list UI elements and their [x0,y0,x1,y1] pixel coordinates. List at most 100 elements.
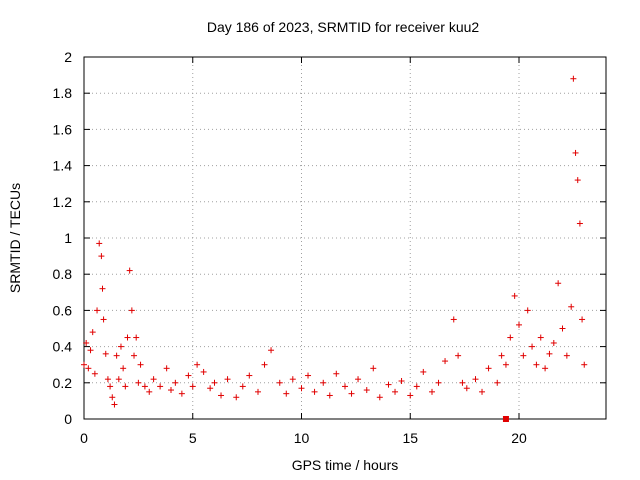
data-point [81,361,87,368]
data-point [529,343,536,350]
data-point [320,379,327,386]
data-point [150,376,157,383]
data-point [168,387,174,394]
data-point [224,376,231,383]
data-point [568,303,575,310]
data-point [89,329,96,336]
x-tick-label: 20 [511,430,527,446]
data-point [261,361,268,368]
data-point [99,285,106,292]
data-point [574,177,581,184]
data-point [485,365,492,372]
data-point [172,379,179,386]
data-point [355,376,362,383]
data-point [502,361,509,368]
y-tick-label: 1.8 [53,85,73,101]
data-point [326,392,333,399]
data-point [120,365,127,372]
data-point [333,370,340,377]
data-point [305,372,312,379]
data-point [109,394,116,401]
data-point [133,334,140,341]
y-tick-label: 0.4 [53,339,73,355]
data-point [126,267,133,274]
data-point [100,316,107,323]
data-point [113,352,120,359]
data-point [194,361,201,368]
data-point [559,325,566,332]
data-point [459,379,466,386]
y-tick-label: 2 [64,49,72,65]
data-point [511,292,518,299]
data-point [479,388,486,395]
data-point [189,383,196,390]
data-point [268,347,275,354]
data-point [185,372,192,379]
data-point [348,390,355,397]
data-point [137,361,144,368]
data-point [200,368,207,375]
grid-lines [84,57,606,419]
data-point [122,383,129,390]
y-axis-label: SRMTID / TECUs [7,183,23,293]
data-point [507,334,514,341]
data-point [516,321,522,328]
data-point [104,376,111,383]
y-tick-label: 1.6 [53,121,73,137]
data-point [407,392,414,399]
data-point [246,372,253,379]
data-point [87,347,94,354]
data-point [211,379,218,386]
data-point [572,149,579,156]
data-point [413,383,420,390]
data-point [581,361,588,368]
data-point [570,75,577,82]
data-point [455,352,462,359]
data-point [385,381,392,388]
y-tick-label: 1.4 [53,158,73,174]
y-tick-label: 0.8 [53,266,73,282]
data-point [131,352,138,359]
y-tick-label: 0 [64,411,72,427]
data-point [298,385,305,392]
data-point [420,368,427,375]
data-point [463,385,470,392]
chart-title: Day 186 of 2023, SRMTID for receiver kuu… [207,19,480,35]
data-point [283,390,290,397]
data-point [107,383,114,390]
data-point [85,365,92,372]
y-tick-label: 0.6 [53,302,73,318]
data-point [555,280,562,287]
data-point [472,376,479,383]
data-point [128,307,135,314]
data-point [157,383,164,390]
data-point [524,307,531,314]
data-point [276,379,283,386]
data-point [550,339,557,346]
data-point [124,334,131,341]
y-tick-label: 1 [64,230,72,246]
x-axis: 0 5 10 15 20 [80,57,527,446]
y-tick-label: 1.2 [53,194,73,210]
data-point [546,350,553,357]
data-point [576,220,583,227]
annotations [502,416,509,422]
x-axis-label: GPS time / hours [292,457,399,473]
data-point [207,385,214,392]
data-point [102,350,109,357]
data-point [342,383,348,390]
data-point [498,352,505,359]
data-point [363,387,370,394]
data-point [520,352,527,359]
data-point [289,376,296,383]
data-point [83,339,90,346]
y-tick-label: 0.2 [53,375,73,391]
data-point [537,334,544,341]
x-tick-label: 15 [402,430,418,446]
data-point [311,388,318,395]
data-point [442,358,449,365]
x-tick-label: 10 [294,430,310,446]
data-point [579,316,586,323]
data-point [398,377,405,384]
